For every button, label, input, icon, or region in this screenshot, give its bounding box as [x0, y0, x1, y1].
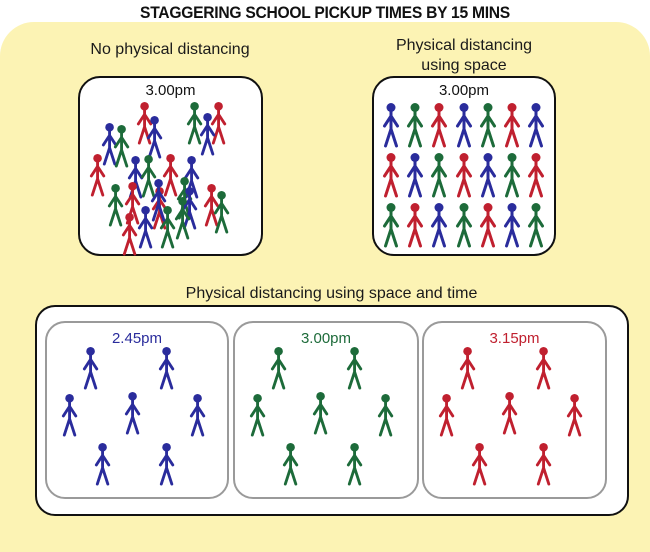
person-icon: [211, 101, 227, 145]
person-icon: [407, 203, 423, 248]
no-distancing-label: No physical distancing: [90, 41, 250, 58]
person-icon: [504, 103, 520, 148]
person-icon: [431, 203, 447, 248]
time-label: 3.00pm: [300, 330, 352, 347]
person-icon: [102, 122, 118, 166]
person-icon: [147, 115, 163, 159]
person-icon: [383, 153, 399, 198]
person-icon: [141, 154, 157, 198]
time-label: 3.00pm: [438, 82, 490, 99]
time-label: 3.15pm: [489, 330, 540, 347]
person-icon: [431, 153, 447, 198]
person-icon: [184, 155, 200, 199]
person-icon: [125, 181, 141, 225]
person-icon: [159, 346, 175, 390]
person-icon: [504, 153, 520, 198]
person-icon: [347, 442, 363, 486]
person-icon: [182, 186, 198, 230]
person-icon: [504, 203, 520, 248]
person-icon: [536, 442, 552, 486]
person-icon: [160, 205, 176, 249]
person-icon: [407, 103, 423, 148]
person-icon: [480, 203, 496, 248]
person-icon: [480, 103, 496, 148]
person-icon: [456, 203, 472, 248]
person-icon: [502, 391, 518, 435]
person-icon: [95, 442, 111, 486]
person-icon: [528, 153, 544, 198]
person-icon: [125, 391, 141, 435]
person-icon: [347, 346, 363, 390]
time-label: 3.00pm: [145, 82, 196, 99]
person-icon: [480, 153, 496, 198]
person-icon: [151, 178, 167, 222]
person-icon: [128, 155, 144, 199]
person-icon: [383, 203, 399, 248]
person-icon: [472, 442, 488, 486]
person-icon: [190, 393, 206, 437]
person-icon: [536, 346, 552, 390]
person-icon: [83, 346, 99, 390]
person-icon: [250, 393, 266, 437]
person-icon: [460, 346, 476, 390]
person-icon: [108, 183, 124, 227]
person-icon: [214, 190, 230, 234]
person-icon: [159, 442, 175, 486]
person-icon: [567, 393, 583, 437]
space-time-label: Physical distancing using space and time: [185, 285, 478, 302]
person-icon: [200, 112, 216, 156]
person-icon: [137, 101, 153, 145]
person-icon: [271, 346, 287, 390]
person-icon: [90, 153, 106, 197]
person-icon: [163, 153, 179, 197]
person-icon: [283, 442, 299, 486]
space-distancing-label: Physical distancing using space: [362, 36, 566, 76]
person-icon: [204, 183, 220, 227]
diagram-title: STAGGERING SCHOOL PICKUP TIMES BY 15 MIN…: [140, 3, 510, 22]
person-icon: [528, 103, 544, 148]
person-icon: [456, 103, 472, 148]
person-icon: [138, 205, 154, 249]
person-icon: [175, 196, 191, 240]
person-icon: [378, 393, 394, 437]
person-icon: [528, 203, 544, 248]
label-line-2: using space: [421, 57, 507, 74]
person-icon: [122, 212, 138, 256]
person-icon: [431, 103, 447, 148]
label-line-1: Physical distancing: [395, 37, 533, 54]
time-label: 2.45pm: [111, 330, 163, 347]
person-icon: [114, 124, 130, 168]
person-icon: [439, 393, 455, 437]
person-icon: [313, 391, 329, 435]
person-icon: [62, 393, 78, 437]
person-icon: [383, 103, 399, 148]
person-icon: [187, 101, 203, 145]
person-icon: [456, 153, 472, 198]
person-icon: [407, 153, 423, 198]
